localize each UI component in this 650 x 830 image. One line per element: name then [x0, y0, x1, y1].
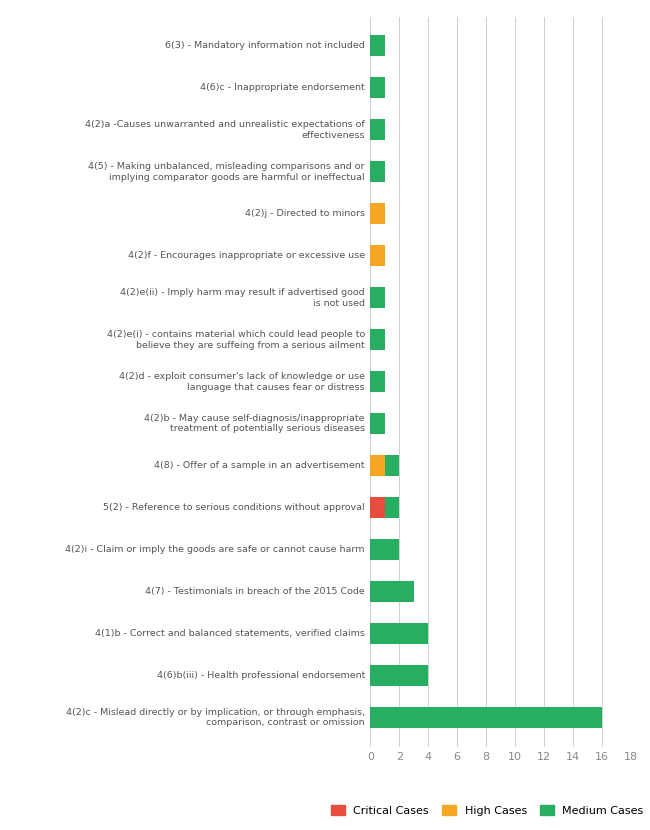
Bar [370, 456, 385, 476]
Bar [385, 456, 399, 476]
Bar [370, 540, 399, 560]
Bar [370, 581, 414, 603]
Bar [370, 371, 385, 393]
Bar [370, 665, 428, 686]
Bar [370, 413, 385, 434]
Bar [370, 77, 385, 99]
Bar [370, 36, 385, 56]
Bar [385, 497, 399, 518]
Bar [370, 161, 385, 183]
Bar [370, 203, 385, 224]
Bar [370, 707, 602, 728]
Bar [370, 120, 385, 140]
Bar [370, 287, 385, 308]
Bar [370, 246, 385, 266]
Bar [370, 623, 428, 644]
Bar [370, 330, 385, 350]
Legend: Critical Cases, High Cases, Medium Cases: Critical Cases, High Cases, Medium Cases [332, 805, 644, 816]
Bar [370, 497, 385, 518]
